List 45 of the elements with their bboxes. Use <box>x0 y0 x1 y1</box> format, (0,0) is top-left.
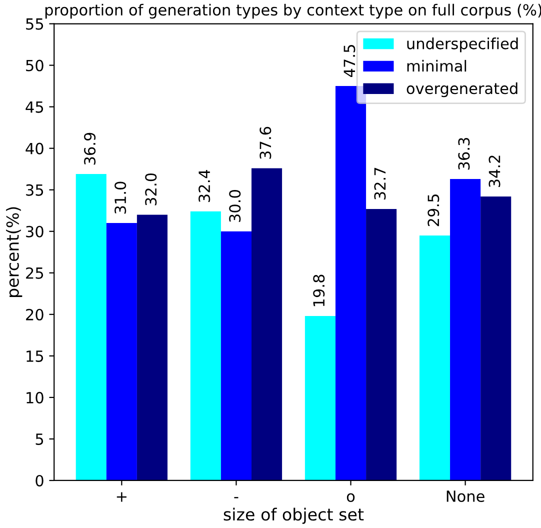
y-tick-label: 45 <box>26 101 44 113</box>
bar <box>480 196 512 480</box>
data-label: 32.4 <box>198 170 210 202</box>
legend-label: minimal <box>407 60 466 72</box>
bar <box>366 208 397 480</box>
bar <box>335 86 366 480</box>
y-tick-label: 40 <box>26 142 44 154</box>
bar <box>106 223 137 480</box>
y-tick-label: 5 <box>36 434 44 445</box>
data-label: 36.3 <box>458 138 470 170</box>
y-tick-label: 25 <box>26 267 44 279</box>
x-tick-label: o <box>346 493 355 502</box>
bar <box>136 214 168 480</box>
y-tick-label: 55 <box>26 18 44 30</box>
x-tick-label: + <box>116 492 126 502</box>
data-label: 29.5 <box>428 194 440 226</box>
legend-label: overgenerated <box>406 82 518 98</box>
bar <box>220 231 252 480</box>
y-tick-label: 0 <box>36 474 44 486</box>
y-tick-label: 50 <box>26 60 44 72</box>
data-label: 37.6 <box>260 126 272 159</box>
data-label: 31.0 <box>114 182 126 214</box>
data-label: 47.5 <box>344 45 356 77</box>
y-tick-label: 15 <box>26 350 44 362</box>
data-label: 36.9 <box>84 132 96 165</box>
bar <box>76 174 106 480</box>
x-tick-label: None <box>446 490 484 502</box>
bar <box>190 211 221 480</box>
bar <box>450 179 481 480</box>
x-axis-title: size of object set <box>224 508 364 524</box>
y-tick-label: 30 <box>26 226 44 238</box>
legend-label: underspecified <box>407 38 518 52</box>
y-tick-label: 20 <box>26 308 44 320</box>
bar <box>251 168 282 480</box>
data-label: 32.0 <box>145 173 157 206</box>
data-label: 19.8 <box>313 274 325 306</box>
y-tick-label: 35 <box>26 184 44 196</box>
y-axis-title: percent(%) <box>6 207 22 297</box>
bar <box>304 316 336 480</box>
bar <box>419 236 450 480</box>
data-label: 34.2 <box>488 156 500 188</box>
data-label: 32.7 <box>374 168 386 200</box>
y-tick-label: 10 <box>26 392 44 404</box>
x-tick-label: - <box>234 497 238 498</box>
data-label: 30.0 <box>229 190 241 222</box>
